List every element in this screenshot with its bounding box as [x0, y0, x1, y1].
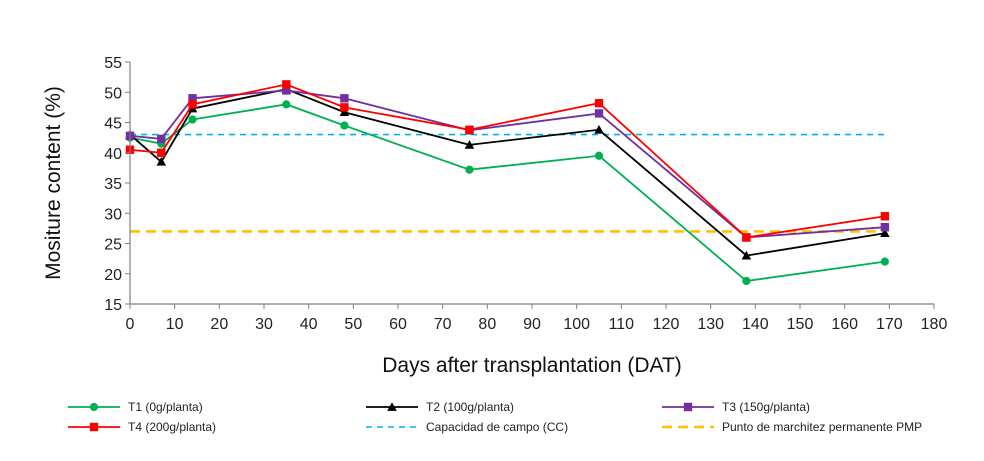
- x-tick-label: 90: [523, 316, 541, 333]
- data-point: [340, 103, 349, 112]
- x-tick-label: 10: [166, 316, 184, 333]
- x-tick-label: 0: [126, 316, 135, 333]
- y-tick-label: 35: [104, 176, 122, 193]
- legend-marker: [89, 402, 99, 412]
- legend-item-capacidad-de-campo-cc: Capacidad de campo (CC): [366, 420, 568, 434]
- data-point: [880, 212, 890, 221]
- legend-label: T1 (0g/planta): [128, 400, 203, 414]
- x-tick-label: 30: [255, 316, 273, 333]
- data-point: [188, 115, 197, 124]
- legend-marker: [683, 402, 693, 412]
- series-line-t3-150g-planta: [129, 89, 885, 239]
- x-tick-label: 70: [434, 316, 452, 333]
- data-point: [157, 148, 166, 157]
- x-tick-label: 60: [389, 316, 407, 333]
- series-t3-150g-planta: [125, 86, 890, 242]
- legend-label: T2 (100g/planta): [426, 400, 514, 414]
- y-axis-title: Mositure content (%): [42, 86, 65, 280]
- legend-label: T4 (200g/planta): [128, 420, 216, 434]
- data-point: [465, 165, 474, 174]
- legend-item-t4-200g-planta: T4 (200g/planta): [68, 420, 216, 434]
- x-tick-label: 20: [210, 316, 228, 333]
- x-tick-label: 140: [742, 316, 769, 333]
- legend-item-punto-de-marchitez-permanente-pmp: Punto de marchitez permanente PMP: [662, 420, 922, 434]
- reference-lines: [130, 133, 885, 233]
- data-point: [742, 233, 751, 242]
- data-point: [465, 125, 474, 134]
- legend-marker: [89, 422, 99, 432]
- x-tick-label: 130: [697, 316, 724, 333]
- x-tick-label: 100: [563, 316, 590, 333]
- x-tick-label: 170: [876, 316, 903, 333]
- data-point: [339, 107, 350, 117]
- series-line-t1-0g-planta: [129, 103, 885, 282]
- data-point: [880, 257, 889, 266]
- x-tick-label: 160: [831, 316, 858, 333]
- x-tick-label: 80: [478, 316, 496, 333]
- x-tick-label: 110: [609, 316, 635, 333]
- series-t1-0g-planta: [125, 100, 889, 286]
- data-point: [594, 124, 604, 134]
- series-line-t4-200g-planta: [129, 83, 886, 239]
- legend-label: T3 (150g/planta): [722, 400, 810, 414]
- data-point: [742, 276, 751, 286]
- data-point: [188, 100, 197, 109]
- y-tick-label: 25: [104, 237, 122, 254]
- legend-item-t3-150g-planta: T3 (150g/planta): [662, 400, 810, 414]
- axes: [125, 61, 935, 309]
- y-tick-label: 45: [104, 116, 122, 133]
- legend-label: Punto de marchitez permanente PMP: [722, 420, 922, 434]
- legend-marker: [387, 402, 397, 411]
- x-tick-label: 40: [300, 316, 318, 333]
- legend-item-t2-100g-planta: T2 (100g/planta): [366, 400, 514, 414]
- y-tick-label: 50: [104, 85, 122, 102]
- data-point: [188, 94, 197, 103]
- data-point: [594, 109, 604, 118]
- y-tick-label: 55: [104, 55, 122, 72]
- y-tick-label: 40: [104, 146, 122, 163]
- series-lines: [125, 80, 890, 286]
- x-tick-label: 50: [344, 316, 362, 333]
- data-point: [282, 86, 291, 95]
- data-point: [340, 121, 349, 130]
- y-tick-label: 30: [104, 206, 122, 223]
- data-point: [880, 222, 890, 232]
- x-tick-label: 120: [653, 316, 680, 333]
- data-point: [340, 94, 349, 103]
- legend: T1 (0g/planta) T2 (100g/planta) T3 (150g/p…: [68, 400, 922, 434]
- data-point: [741, 250, 752, 260]
- data-point: [157, 134, 166, 144]
- data-point: [156, 157, 167, 166]
- data-point: [594, 98, 604, 108]
- data-point: [594, 151, 604, 160]
- y-tick-label: 15: [104, 297, 122, 314]
- y-tick-label: 20: [104, 267, 122, 284]
- data-point: [282, 100, 291, 109]
- data-point: [880, 228, 890, 238]
- legend-item-t1-0g-planta: T1 (0g/planta): [68, 400, 203, 414]
- x-tick-label: 180: [921, 316, 948, 333]
- series-t4-200g-planta: [125, 80, 890, 242]
- x-axis-title: Days after transplantation (DAT): [382, 354, 682, 377]
- data-point: [282, 80, 291, 89]
- legend-label: Capacidad de campo (CC): [426, 420, 568, 434]
- data-point: [464, 140, 475, 149]
- x-tick-label: 150: [787, 316, 814, 333]
- tick-labels: 0 10 20 30 40 50 60 70 80 90 100 110 120 130 140 150 160…: [104, 55, 947, 333]
